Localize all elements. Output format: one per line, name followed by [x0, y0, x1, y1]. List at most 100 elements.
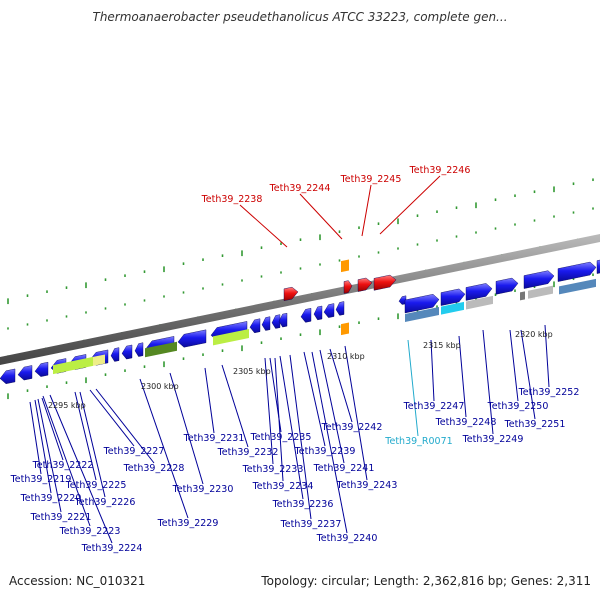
highlighted-gene [373, 274, 397, 291]
gene-label: Teth39_2239 [294, 446, 356, 457]
gene-label: Teth39_2234 [252, 481, 314, 492]
forward-gene [557, 261, 597, 282]
leader-line [221, 364, 249, 448]
gene-label: Teth39_2219 [10, 474, 72, 485]
steel-feature [559, 278, 596, 295]
gene-label: Teth39_2252 [518, 387, 580, 398]
gene-labels: 2295 kbp 2300 kbp 2305 kbp 2310 kbp 2315 kbp… [10, 165, 580, 554]
highlighted-gene-label: Teth39_2238 [201, 194, 263, 205]
scale-label: 2315 kbp [423, 341, 461, 350]
gene-label: Teth39_2250 [487, 401, 549, 412]
scale-label: 2295 kbp [48, 401, 86, 410]
forward-gene [440, 288, 466, 306]
map-title: Thermoanaerobacter pseudethanolicus ATCC… [92, 10, 508, 24]
lime-feature [93, 354, 105, 366]
reverse-gene [177, 329, 207, 348]
leader-line [49, 394, 113, 544]
reverse-gene [249, 318, 261, 334]
gene-label: Teth39_2236 [272, 499, 334, 510]
steel-feature [405, 307, 439, 322]
leader-line [37, 398, 62, 513]
highlighted-gene [283, 286, 299, 302]
leader-line [299, 193, 343, 240]
leader-line [204, 367, 215, 434]
scale-label: 2310 kbp [327, 352, 365, 361]
gene-label: Teth39_2231 [183, 433, 245, 444]
leader-line [509, 329, 519, 402]
scale-label: 2320 kbp [515, 330, 553, 339]
gene-label: Teth39_2251 [504, 419, 566, 430]
leader-line [95, 388, 155, 464]
gene-label: Teth39_2230 [172, 484, 234, 495]
highlighted-gene-label: Teth39_2244 [269, 183, 331, 194]
gene-features [0, 259, 600, 384]
reverse-gene [313, 305, 323, 321]
reverse-gene [335, 301, 345, 316]
scale-label: 2300 kbp [141, 382, 179, 391]
chromosome-backbone [0, 234, 600, 365]
leader-line [544, 324, 550, 388]
reverse-gene [110, 347, 120, 362]
gene-label: Teth39_2232 [217, 447, 279, 458]
leader-line [303, 351, 326, 447]
genome-summary-text: Topology: circular; Length: 2,362,816 bp… [261, 574, 591, 588]
leader-line [279, 355, 304, 500]
gene-label: Teth39_2222 [32, 460, 94, 471]
leader-line [319, 349, 345, 464]
forward-gene [596, 259, 600, 274]
leader-line [41, 397, 64, 461]
reverse-gene [121, 344, 133, 360]
gene-label: Teth39_2221 [30, 512, 92, 523]
leader-line [430, 339, 435, 402]
gene-label: Teth39_2220 [20, 493, 82, 504]
gene-label: Teth39_2249 [462, 434, 524, 445]
gene-label: Teth39_2224 [81, 543, 143, 554]
gene-label: Teth39_2227 [103, 446, 165, 457]
leader-line [79, 391, 106, 498]
highlighted-gene [357, 277, 373, 292]
orange-feature [341, 322, 349, 336]
leader-line [29, 401, 42, 475]
leader-line [361, 184, 372, 237]
leader-line [139, 378, 189, 519]
chromosome-line [0, 234, 600, 365]
forward-gene [404, 294, 440, 314]
grey-feature [528, 285, 553, 299]
leader-line [42, 395, 91, 527]
reverse-gene [271, 314, 281, 329]
leader-line [289, 354, 312, 520]
reverse-gene [34, 361, 49, 377]
rna-gene-label: Teth39_R0071 [384, 436, 452, 447]
gene-label: Teth39_2237 [280, 519, 342, 530]
leader-line [89, 389, 135, 447]
reverse-gene [0, 368, 16, 384]
gene-label: Teth39_2225 [65, 480, 127, 491]
leader-line [311, 351, 348, 534]
gene-label: Teth39_2228 [123, 463, 185, 474]
leader-line [458, 335, 467, 418]
scale-label: 2305 kbp [233, 367, 271, 376]
gene-label: Teth39_2242 [321, 422, 383, 433]
leader-line [482, 329, 494, 435]
leader-line [264, 357, 274, 465]
leader-line [239, 204, 288, 248]
highlighted-gene-label: Teth39_2246 [409, 165, 471, 176]
highlighted-gene [343, 280, 353, 294]
reverse-gene [278, 312, 288, 328]
reverse-gene [134, 342, 144, 357]
grey-feature [520, 291, 525, 301]
reverse-gene [323, 303, 335, 318]
olive-feature [145, 341, 177, 358]
orange-feature [341, 259, 349, 273]
gene-label: Teth39_2235 [250, 432, 312, 443]
forward-gene [523, 270, 555, 289]
forward-gene [495, 277, 519, 295]
reverse-gene [17, 365, 33, 381]
reverse-gene [261, 316, 271, 331]
leader-line [74, 391, 97, 481]
leader-line [379, 175, 441, 235]
gene-label: Teth39_2243 [336, 480, 398, 491]
gene-label: Teth39_2241 [313, 463, 375, 474]
